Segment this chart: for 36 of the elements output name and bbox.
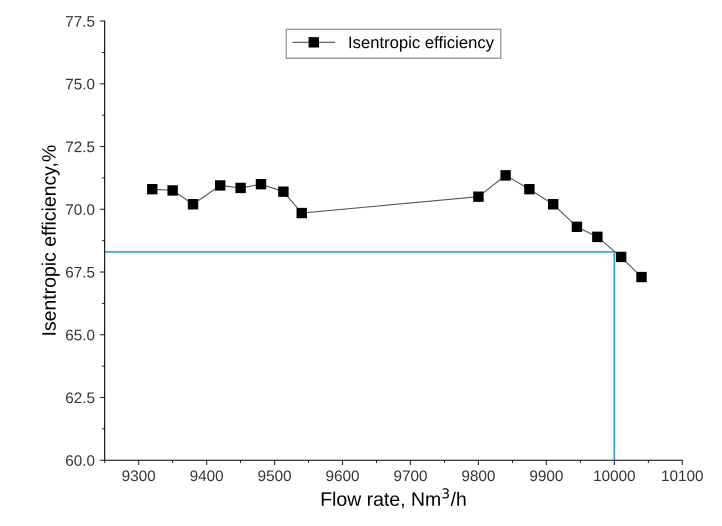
y-tick-label: 60.0: [66, 455, 94, 466]
x-axis-title: Flow rate, Nm$^{3}$/h: [322, 488, 466, 508]
y-tick-label: 65.0: [66, 330, 94, 340]
y-tick-label: 62.5: [66, 392, 94, 404]
point: [548, 199, 558, 210]
y-tick-label: 75.0: [66, 78, 94, 90]
point: [524, 184, 535, 194]
point: [278, 186, 289, 197]
point: [167, 185, 178, 196]
point: [215, 180, 226, 191]
point: [616, 252, 626, 262]
x-tick-label: 10100: [662, 470, 703, 482]
x-tick-label: 10000: [594, 470, 635, 482]
y-axis-title: Isentropic efficiency,%: [42, 145, 60, 335]
x-tick-label: 9500: [258, 470, 291, 482]
x-tick-label: 9400: [190, 470, 224, 482]
y-tick-label: 72.5: [66, 141, 94, 152]
point: [188, 199, 198, 210]
y-tick-label: 70.0: [66, 204, 94, 215]
point: [500, 170, 511, 181]
legend-label: Isentropic efficiency: [350, 36, 494, 52]
x-tick-label: 9800: [462, 470, 495, 482]
x-tick-label: 9900: [530, 470, 563, 482]
point: [572, 222, 582, 232]
point: [473, 192, 484, 202]
point: [235, 182, 246, 194]
y-tick-label: 67.5: [66, 266, 94, 278]
x-tick-label: 9300: [122, 470, 156, 482]
point: [147, 184, 158, 194]
point: [592, 232, 603, 242]
point: [296, 208, 307, 218]
x-tick-label: 9600: [326, 470, 359, 482]
point: [256, 178, 266, 190]
y-tick-label: 77.5: [66, 16, 94, 27]
point: [636, 272, 647, 282]
x-tick-label: 9700: [394, 470, 427, 482]
